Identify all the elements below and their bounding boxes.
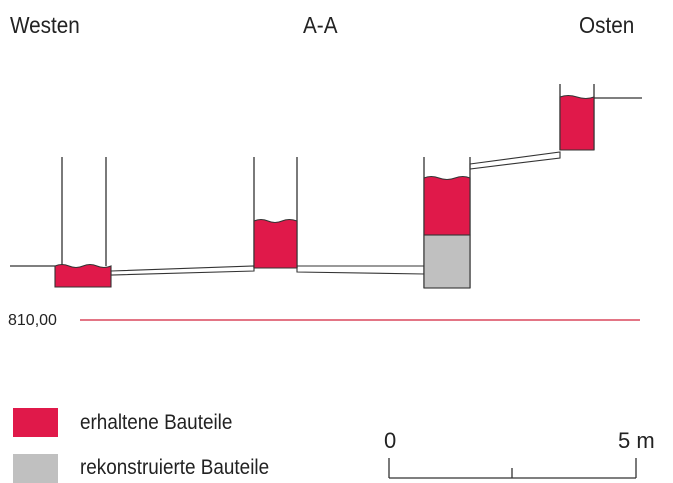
pier-1-preserved xyxy=(54,263,112,288)
legend-swatch-reconstructed xyxy=(13,454,58,483)
label-west: Westen xyxy=(10,12,80,38)
legend-swatch-preserved xyxy=(13,408,58,437)
channel-1 xyxy=(110,265,255,276)
scale-bar xyxy=(388,458,637,479)
pier-4-preserved xyxy=(559,94,595,151)
pier-3 xyxy=(423,157,471,289)
legend-label-reconstructed: rekonstruierte Bauteile xyxy=(80,456,270,479)
pier-3-preserved xyxy=(423,175,471,236)
pier-4 xyxy=(559,84,595,151)
scale-end-label: 5 m xyxy=(618,428,655,453)
pier-3-reconstructed xyxy=(423,234,471,289)
channel-2 xyxy=(296,265,425,275)
label-east: Osten xyxy=(579,12,635,38)
pier-2 xyxy=(253,157,298,269)
pier-1 xyxy=(54,157,112,288)
section-title: A-A xyxy=(303,12,338,38)
channel-3 xyxy=(469,151,561,170)
elevation-label: 810,00 xyxy=(8,312,57,329)
legend-label-preserved: erhaltene Bauteile xyxy=(80,411,233,434)
pier-2-preserved xyxy=(253,218,298,269)
scale-start-label: 0 xyxy=(384,428,397,453)
